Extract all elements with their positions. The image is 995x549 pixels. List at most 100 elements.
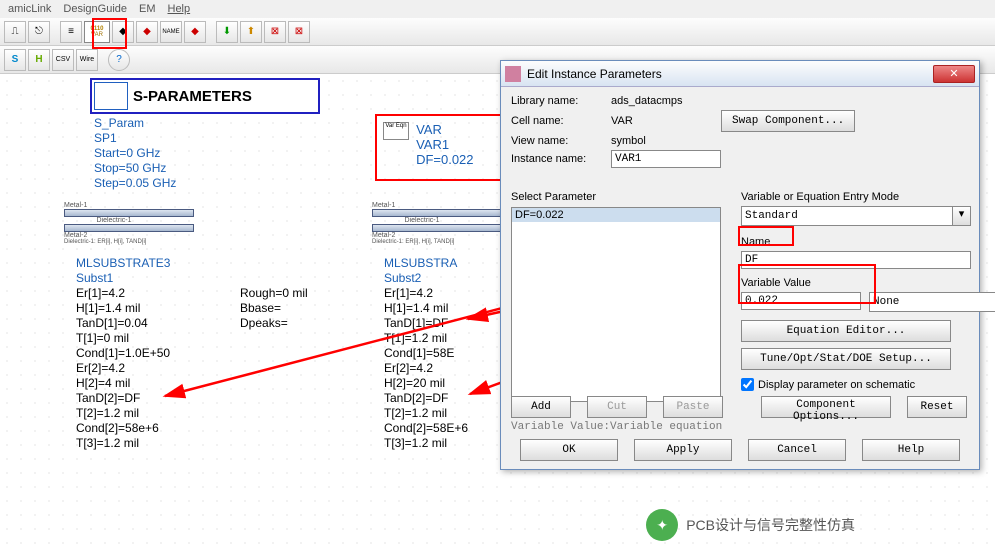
sub-line: Cond[1]=58E: [384, 346, 468, 361]
entry-mode-input[interactable]: [741, 206, 953, 226]
param-line: Start=0 GHz: [94, 146, 176, 161]
swap-component-button[interactable]: Swap Component...: [721, 110, 855, 132]
var-line: VAR: [416, 122, 473, 137]
close-button[interactable]: ✕: [933, 65, 975, 83]
sparam-title: S-PARAMETERS: [130, 85, 255, 108]
layer-footer: Dielectric-1: ER[i], H[i], TAND[i]: [372, 239, 472, 245]
dialog-title: Edit Instance Parameters: [527, 67, 933, 81]
instance-name-input[interactable]: [611, 150, 721, 168]
sparam-params: S_Param SP1 Start=0 GHz Stop=50 GHz Step…: [94, 116, 176, 191]
apply-button[interactable]: Apply: [634, 439, 732, 461]
sub2-inst: Subst2: [384, 271, 468, 286]
var-line: DF=0.022: [416, 152, 473, 167]
sparam-block-header[interactable]: S-PARAMETERS: [90, 78, 320, 114]
sub-line: H[1]=1.4 mil: [384, 301, 468, 316]
tool-btn[interactable]: ⬇: [216, 21, 238, 43]
tool-btn[interactable]: ⊠: [264, 21, 286, 43]
sub-line: Er[1]=4.2: [384, 286, 468, 301]
variable-value-label: Variable Value: [741, 277, 971, 289]
tool-btn[interactable]: ⊠: [288, 21, 310, 43]
menu-help[interactable]: Help: [168, 3, 191, 15]
sub1-inst: Subst1: [76, 271, 170, 286]
substrate-icon-1[interactable]: Metal-1 Dielectric-1 Metal-2 Dielectric-…: [64, 202, 194, 245]
sub-line: T[2]=1.2 mil: [384, 406, 468, 421]
display-param-checkbox[interactable]: [741, 378, 754, 391]
sub-line: H[2]=4 mil: [76, 376, 170, 391]
add-button[interactable]: Add: [511, 396, 571, 418]
sub-line: Er[1]=4.2: [76, 286, 170, 301]
toolbar-1: ⎍ ⎋ ≡ 0110 VAR ◆ ◆ NAME ◆ ⬇ ⬆ ⊠ ⊠: [0, 18, 995, 46]
sub1-title: MLSUBSTRATE3: [76, 256, 170, 271]
menu-em[interactable]: EM: [139, 3, 156, 15]
tool-csv[interactable]: CSV: [52, 49, 74, 71]
view-value: symbol: [611, 135, 721, 147]
param-list-item[interactable]: DF=0.022: [512, 208, 720, 222]
cell-label: Cell name:: [511, 115, 611, 127]
dialog-icon: [505, 66, 521, 82]
tool-btn[interactable]: ◆: [184, 21, 206, 43]
sub-line: T[3]=1.2 mil: [76, 436, 170, 451]
entry-mode-label: Variable or Equation Entry Mode: [741, 191, 971, 203]
reset-button[interactable]: Reset: [907, 396, 967, 418]
param-line: Step=0.05 GHz: [94, 176, 176, 191]
sub-line: T[1]=1.2 mil: [384, 331, 468, 346]
sub-line: Bbase=: [240, 301, 308, 316]
variable-value-input[interactable]: [741, 292, 861, 310]
sub-line: Dpeaks=: [240, 316, 308, 331]
tool-btn[interactable]: ⎋: [28, 21, 50, 43]
param-listbox[interactable]: DF=0.022: [511, 207, 721, 402]
menu-bar: amicLink DesignGuide EM Help: [0, 0, 995, 18]
sub-line: TanD[2]=DF: [76, 391, 170, 406]
sub-line: H[2]=20 mil: [384, 376, 468, 391]
unit-input[interactable]: [869, 292, 995, 312]
entry-mode-combo[interactable]: ▾: [741, 206, 971, 226]
sub-line: Rough=0 mil: [240, 286, 308, 301]
cell-value: VAR: [611, 115, 721, 127]
var-line: VAR1: [416, 137, 473, 152]
sub-line: Cond[2]=58E+6: [384, 421, 468, 436]
tool-btn[interactable]: ◆: [136, 21, 158, 43]
select-param-label: Select Parameter: [511, 191, 721, 203]
sub2-title: MLSUBSTRA: [384, 256, 468, 271]
layer-label: Metal-1: [372, 202, 472, 209]
component-options-button[interactable]: Component Options...: [761, 396, 891, 418]
help-button[interactable]: Help: [862, 439, 960, 461]
layer-label: Metal-2: [64, 232, 164, 239]
menu-amiclink[interactable]: amicLink: [8, 3, 51, 15]
chevron-down-icon[interactable]: ▾: [953, 206, 971, 226]
equation-editor-button[interactable]: Equation Editor...: [741, 320, 951, 342]
paste-button[interactable]: Paste: [663, 396, 723, 418]
unit-combo[interactable]: ▾: [869, 292, 959, 312]
cancel-button[interactable]: Cancel: [748, 439, 846, 461]
sparam-icon: [94, 82, 128, 110]
tool-btn[interactable]: ⎍: [4, 21, 26, 43]
name-input[interactable]: [741, 251, 971, 269]
inst-label: Instance name:: [511, 153, 611, 165]
substrate-icon-2[interactable]: Metal-1 Dielectric-1 Metal-2 Dielectric-…: [372, 202, 502, 245]
tune-opt-button[interactable]: Tune/Opt/Stat/DOE Setup...: [741, 348, 951, 370]
param-line: S_Param: [94, 116, 176, 131]
tool-name-btn[interactable]: NAME: [160, 21, 182, 43]
sub-line: TanD[1]=DF: [384, 316, 468, 331]
dialog-titlebar[interactable]: Edit Instance Parameters ✕: [501, 61, 979, 87]
cut-button[interactable]: Cut: [587, 396, 647, 418]
menu-designguide[interactable]: DesignGuide: [63, 3, 127, 15]
vv-equation-label: Variable Value:Variable equation: [511, 421, 722, 433]
tool-h[interactable]: H: [28, 49, 50, 71]
tool-help-icon[interactable]: ?: [108, 49, 130, 71]
wechat-icon: ✦: [646, 509, 678, 541]
var-eqn-icon: Var Eqn: [383, 122, 409, 140]
sub-line: T[3]=1.2 mil: [384, 436, 468, 451]
sub-line: Cond[1]=1.0E+50: [76, 346, 170, 361]
substrate-block-2: MLSUBSTRA Subst2 Er[1]=4.2 H[1]=1.4 mil …: [384, 256, 468, 451]
lib-value: ads_datacmps: [611, 95, 721, 107]
layer-label: Dielectric-1: [64, 217, 164, 224]
tool-s[interactable]: S: [4, 49, 26, 71]
ok-button[interactable]: OK: [520, 439, 618, 461]
tool-wire[interactable]: Wire: [76, 49, 98, 71]
tool-btn[interactable]: ≡: [60, 21, 82, 43]
name-label: Name: [741, 236, 971, 248]
watermark: ✦ PCB设计与信号完整性仿真: [646, 509, 855, 541]
tool-btn[interactable]: ⬆: [240, 21, 262, 43]
param-line: SP1: [94, 131, 176, 146]
